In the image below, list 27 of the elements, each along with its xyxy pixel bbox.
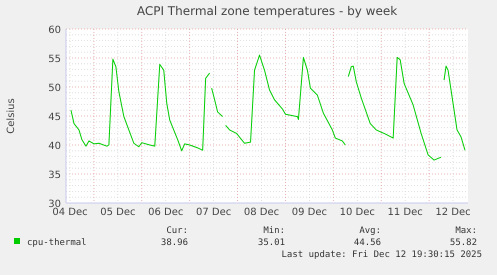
- y-tick-label: 45: [48, 112, 61, 123]
- x-tick-label: 07 Dec: [196, 207, 232, 218]
- text: 35.01: [258, 238, 285, 248]
- x-tick-label: 10 Dec: [340, 207, 375, 218]
- x-tick-label: 05 Dec: [100, 207, 136, 218]
- chart-title: ACPI Thermal zone temperatures - by week: [136, 4, 398, 18]
- text: Max:: [455, 226, 477, 236]
- text: Avg:: [359, 226, 381, 236]
- x-tick-label: 12 Dec: [435, 207, 471, 218]
- y-tick-label: 35: [48, 170, 61, 181]
- y-tick-label: 55: [48, 54, 61, 65]
- text: 44.56: [354, 238, 381, 248]
- x-tick-label: 11 Dec: [388, 207, 423, 218]
- text: Cur:: [166, 226, 188, 236]
- x-tick-label: 09 Dec: [292, 207, 328, 218]
- text: Min:: [263, 226, 285, 236]
- x-tick-label: 04 Dec: [52, 207, 88, 218]
- legend-label: cpu-thermal: [27, 238, 87, 248]
- text: Last update: Fri Dec 12 19:30:15 2025: [282, 250, 482, 260]
- y-tick-label: 60: [48, 25, 61, 36]
- y-tick-label: 40: [48, 141, 61, 152]
- x-tick-label: 08 Dec: [244, 207, 280, 218]
- text: 55.82: [450, 238, 477, 248]
- y-tick-label: 50: [48, 83, 61, 94]
- y-axis-title: Celsius: [6, 98, 17, 134]
- x-tick-label: 06 Dec: [148, 207, 184, 218]
- text: 38.96: [160, 238, 188, 248]
